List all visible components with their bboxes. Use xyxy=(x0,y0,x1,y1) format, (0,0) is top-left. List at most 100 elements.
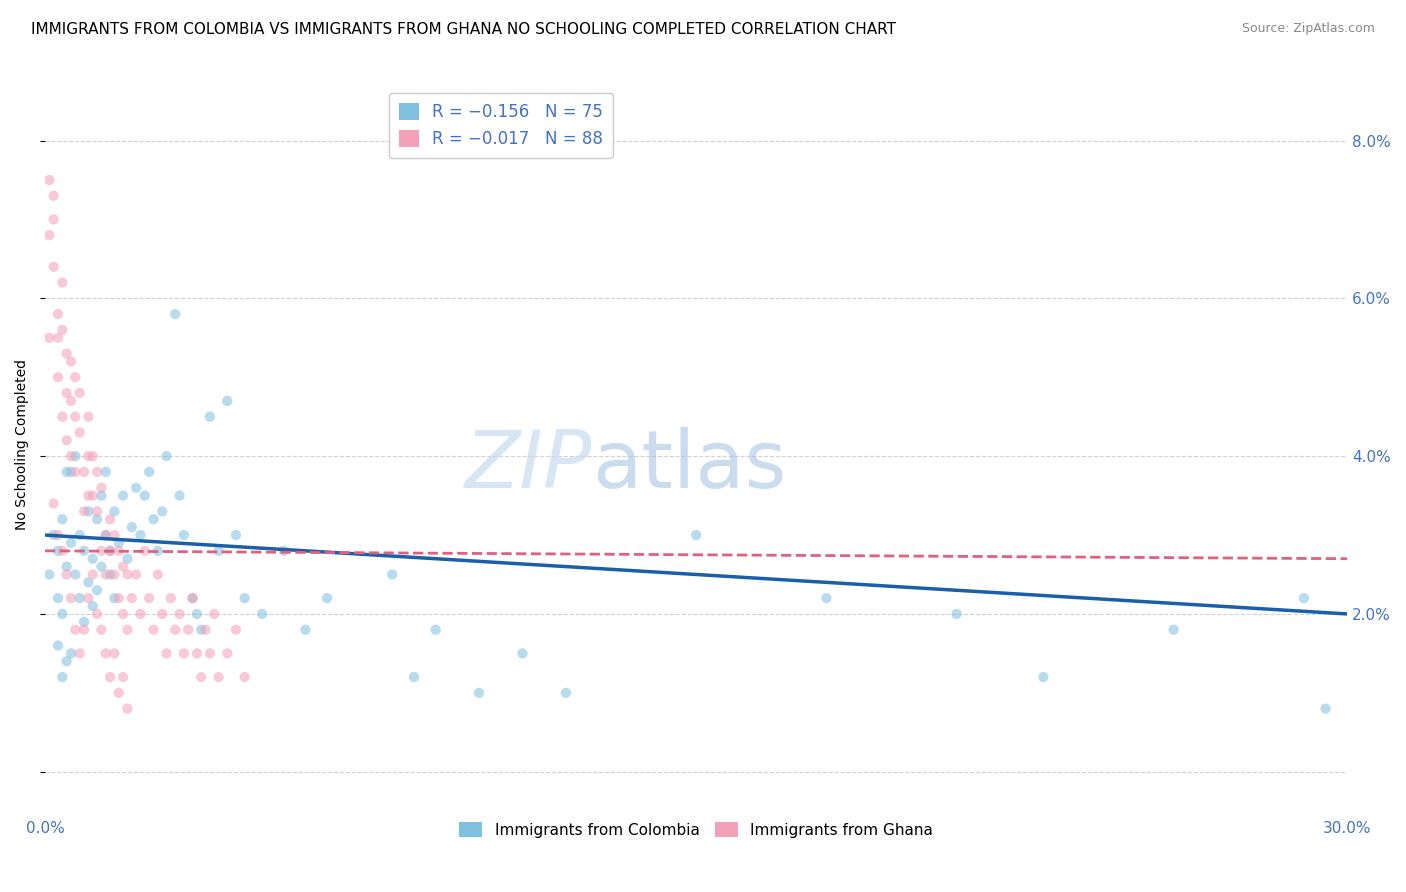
Point xyxy=(103,567,125,582)
Point xyxy=(46,544,69,558)
Point xyxy=(186,646,208,660)
Point xyxy=(90,544,112,558)
Point xyxy=(1315,701,1337,715)
Point xyxy=(94,528,117,542)
Point xyxy=(217,393,239,408)
Point xyxy=(134,544,156,558)
Point xyxy=(945,607,967,621)
Point xyxy=(103,528,125,542)
Point xyxy=(112,670,135,684)
Point xyxy=(82,489,104,503)
Point xyxy=(46,591,69,606)
Point xyxy=(181,591,204,606)
Point xyxy=(117,701,139,715)
Point xyxy=(134,489,156,503)
Point xyxy=(38,228,60,243)
Point xyxy=(94,465,117,479)
Point xyxy=(65,465,87,479)
Point xyxy=(207,544,229,558)
Point xyxy=(98,567,121,582)
Point xyxy=(77,449,100,463)
Point xyxy=(103,646,125,660)
Point xyxy=(512,646,534,660)
Point xyxy=(177,623,200,637)
Point xyxy=(51,670,73,684)
Point xyxy=(146,567,169,582)
Point xyxy=(51,409,73,424)
Point xyxy=(186,607,208,621)
Point xyxy=(77,504,100,518)
Point xyxy=(294,623,316,637)
Point xyxy=(94,528,117,542)
Point xyxy=(202,607,225,621)
Point xyxy=(86,504,108,518)
Point xyxy=(51,544,73,558)
Point xyxy=(42,496,65,510)
Point xyxy=(169,489,191,503)
Point xyxy=(46,528,69,542)
Point xyxy=(55,346,77,360)
Point xyxy=(42,188,65,202)
Point xyxy=(150,504,173,518)
Point xyxy=(112,607,135,621)
Point xyxy=(65,370,87,384)
Point xyxy=(250,607,273,621)
Point xyxy=(815,591,838,606)
Point xyxy=(42,528,65,542)
Point xyxy=(165,307,187,321)
Text: IMMIGRANTS FROM COLOMBIA VS IMMIGRANTS FROM GHANA NO SCHOOLING COMPLETED CORRELA: IMMIGRANTS FROM COLOMBIA VS IMMIGRANTS F… xyxy=(31,22,896,37)
Point xyxy=(1163,623,1185,637)
Point xyxy=(42,212,65,227)
Point xyxy=(73,623,96,637)
Point xyxy=(125,481,148,495)
Point xyxy=(103,591,125,606)
Point xyxy=(198,409,221,424)
Point xyxy=(225,623,247,637)
Point xyxy=(190,670,212,684)
Point xyxy=(55,434,77,448)
Y-axis label: No Schooling Completed: No Schooling Completed xyxy=(15,359,30,530)
Point xyxy=(173,528,195,542)
Point xyxy=(194,623,217,637)
Point xyxy=(55,465,77,479)
Point xyxy=(73,615,96,629)
Point xyxy=(42,260,65,274)
Point xyxy=(103,504,125,518)
Point xyxy=(146,544,169,558)
Point xyxy=(107,591,129,606)
Point xyxy=(425,623,447,637)
Point xyxy=(233,591,256,606)
Point xyxy=(77,575,100,590)
Point xyxy=(77,409,100,424)
Point xyxy=(86,607,108,621)
Point xyxy=(90,559,112,574)
Point xyxy=(77,591,100,606)
Point xyxy=(86,512,108,526)
Point xyxy=(150,607,173,621)
Point xyxy=(225,528,247,542)
Point xyxy=(198,646,221,660)
Point xyxy=(55,559,77,574)
Point xyxy=(117,551,139,566)
Point xyxy=(65,409,87,424)
Point xyxy=(55,654,77,668)
Point xyxy=(65,567,87,582)
Point xyxy=(60,591,83,606)
Point xyxy=(468,686,491,700)
Point xyxy=(1032,670,1054,684)
Text: Source: ZipAtlas.com: Source: ZipAtlas.com xyxy=(1241,22,1375,36)
Point xyxy=(129,528,152,542)
Point xyxy=(121,520,143,534)
Point xyxy=(138,465,160,479)
Point xyxy=(55,567,77,582)
Point xyxy=(169,607,191,621)
Point xyxy=(90,489,112,503)
Point xyxy=(207,670,229,684)
Point xyxy=(51,512,73,526)
Legend: Immigrants from Colombia, Immigrants from Ghana: Immigrants from Colombia, Immigrants fro… xyxy=(453,815,939,844)
Point xyxy=(117,567,139,582)
Point xyxy=(55,386,77,401)
Text: ZIP: ZIP xyxy=(464,427,592,506)
Point xyxy=(554,686,576,700)
Point xyxy=(60,536,83,550)
